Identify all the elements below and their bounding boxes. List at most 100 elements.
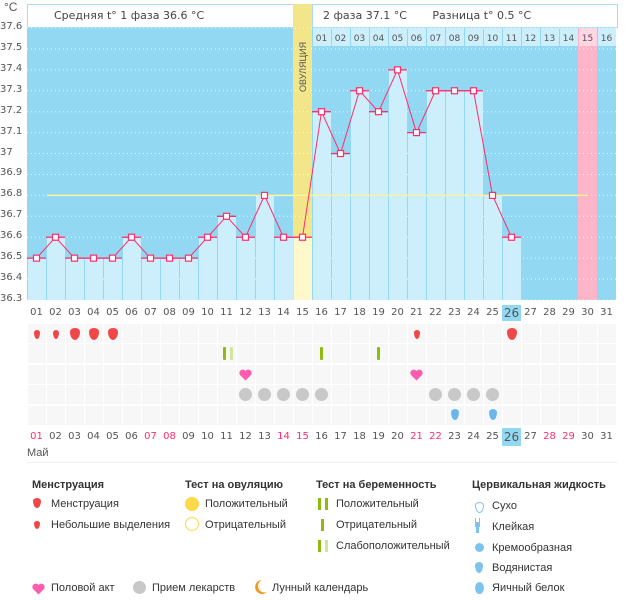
y-tick-label: 36.4 — [0, 272, 23, 284]
x-tick-label: 23 — [448, 307, 461, 318]
symbol-cell — [104, 344, 122, 363]
x-tick-label: 25 — [486, 307, 499, 318]
temperature-point — [412, 129, 421, 137]
symbol-cell — [275, 406, 293, 425]
phase2-day-cell — [370, 28, 388, 46]
y-tick-label: 36.9 — [0, 167, 23, 179]
legend-item: Половой акт — [51, 582, 115, 594]
symbol-cell — [218, 344, 236, 363]
symbol-cell — [199, 406, 217, 425]
legend-item: Положительный — [336, 498, 419, 510]
symbol-cell — [218, 406, 236, 425]
phase2-day-label: 05 — [392, 34, 403, 44]
temperature-bar — [85, 258, 103, 300]
temperature-bar — [237, 237, 255, 300]
symbol-cell — [47, 365, 65, 384]
symbol-cell — [180, 385, 198, 404]
y-tick-label: 37.6 — [0, 21, 23, 32]
symbol-cell — [598, 324, 616, 343]
x-tick-label: 14 — [277, 307, 290, 318]
menstruation-drop-icon — [33, 498, 41, 508]
symbol-cell — [123, 324, 141, 343]
symbol-cell — [85, 344, 103, 363]
symbol-cell — [560, 385, 578, 404]
divider — [27, 462, 617, 463]
symbol-cell — [598, 406, 616, 425]
x-tick-label: 15 — [296, 307, 309, 318]
phase2-day-cell — [522, 28, 540, 46]
temperature-point — [260, 191, 269, 199]
temperature-bar — [275, 237, 293, 300]
heart-icon — [32, 582, 45, 595]
symbol-cell — [522, 344, 540, 363]
watery-icon — [475, 562, 483, 573]
calendar-date-label: 03 — [68, 431, 81, 442]
symbol-cell — [332, 324, 350, 343]
symbol-cell — [541, 385, 559, 404]
y-tick-label: 36.7 — [0, 209, 23, 221]
symbol-cell — [427, 324, 445, 343]
calendar-date-label: 09 — [182, 431, 195, 442]
symbol-cell — [351, 385, 369, 404]
symbol-cell — [161, 385, 179, 404]
negative-sun-icon — [185, 517, 199, 531]
symbol-cell — [142, 344, 160, 363]
symbol-cell — [370, 406, 388, 425]
symbol-cell — [294, 324, 312, 343]
x-tick-label: 08 — [163, 307, 176, 318]
calendar-date-label: 30 — [581, 431, 594, 442]
x-tick-label: 28 — [543, 307, 556, 318]
temperature-point — [146, 254, 155, 262]
menstruation-drop-icon — [506, 328, 517, 340]
temperature-point — [469, 87, 478, 95]
sticky-icon — [476, 522, 479, 533]
symbol-cell — [389, 385, 407, 404]
x-tick-label: 07 — [144, 307, 157, 318]
phase2-day-cell — [427, 28, 445, 46]
phase2-day-cell — [408, 28, 426, 46]
symbol-cell — [85, 385, 103, 404]
symbol-cell — [66, 365, 84, 384]
symbol-cell — [522, 406, 540, 425]
symbol-cell — [446, 324, 464, 343]
symbol-cell — [446, 344, 464, 363]
symbol-cell — [598, 344, 616, 363]
symbol-cell — [465, 406, 483, 425]
month-label: Май — [27, 447, 49, 459]
symbol-cell — [180, 324, 198, 343]
temperature-point — [393, 66, 402, 74]
symbol-cell — [123, 385, 141, 404]
symbol-cell — [351, 324, 369, 343]
symbol-cell — [199, 344, 217, 363]
symbol-cell — [142, 365, 160, 384]
phase2-day-cell — [351, 28, 369, 46]
temperature-bar — [389, 69, 407, 300]
symbol-cell — [560, 406, 578, 425]
pill-icon — [467, 388, 480, 401]
diff-value: 0.5 °C — [497, 9, 532, 22]
pill-icon — [429, 388, 442, 401]
phase2-day-label: 12 — [525, 34, 536, 44]
symbol-cell — [503, 365, 521, 384]
legend-pregnancy-title: Тест на беременность — [316, 479, 437, 491]
x-tick-label: 04 — [87, 307, 100, 318]
symbol-cell — [579, 365, 597, 384]
pill-icon — [315, 388, 328, 401]
negative-test-icon — [377, 347, 380, 360]
symbol-cell — [275, 324, 293, 343]
symbol-cell — [237, 324, 255, 343]
symbol-cell — [370, 365, 388, 384]
negative-test-icon — [321, 519, 324, 531]
symbol-cell — [294, 344, 312, 363]
pill-icon — [486, 388, 499, 401]
phase2-day-label: 16 — [601, 34, 613, 44]
symbol-cell — [351, 344, 369, 363]
phase2-day-cell — [465, 28, 483, 46]
calendar-date-label: 12 — [239, 431, 252, 442]
symbol-cell — [389, 365, 407, 384]
symbol-cell — [503, 406, 521, 425]
calendar-date-label: 17 — [334, 431, 347, 442]
pill-icon — [258, 388, 271, 401]
phase2-day-label: 01 — [316, 34, 327, 44]
watery-icon — [489, 409, 497, 420]
